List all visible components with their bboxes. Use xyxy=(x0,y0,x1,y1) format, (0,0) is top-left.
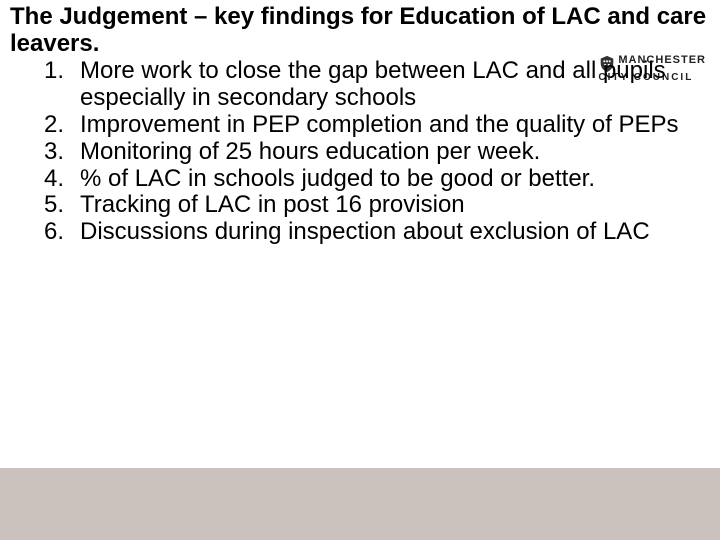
finding-number: 4. xyxy=(34,166,64,193)
footer-band xyxy=(0,468,720,540)
finding-item: 3. Monitoring of 25 hours education per w… xyxy=(34,139,700,166)
finding-item: 6. Discussions during inspection about ex… xyxy=(34,219,700,246)
finding-number: 1. xyxy=(34,58,64,85)
finding-text: Tracking of LAC in post 16 provision xyxy=(80,191,465,218)
finding-item: 2. Improvement in PEP completion and the … xyxy=(34,112,700,139)
slide: MANCHESTER CITY COUNCIL The Judgement – … xyxy=(0,0,720,540)
finding-item: 1. More work to close the gap between LAC… xyxy=(34,58,700,112)
finding-number: 5. xyxy=(34,192,64,219)
finding-text: % of LAC in schools judged to be good or… xyxy=(80,165,595,192)
finding-text: Discussions during inspection about excl… xyxy=(80,218,650,245)
findings-list: 1. More work to close the gap between LAC… xyxy=(34,58,700,246)
finding-text: More work to close the gap between LAC a… xyxy=(80,57,666,111)
slide-title: The Judgement – key findings for Educati… xyxy=(10,4,710,58)
finding-number: 3. xyxy=(34,139,64,166)
finding-text: Monitoring of 25 hours education per wee… xyxy=(80,138,540,165)
finding-item: 5. Tracking of LAC in post 16 provision xyxy=(34,192,700,219)
finding-number: 2. xyxy=(34,112,64,139)
finding-item: 4. % of LAC in schools judged to be good … xyxy=(34,166,700,193)
finding-text: Improvement in PEP completion and the qu… xyxy=(80,111,679,138)
finding-number: 6. xyxy=(34,219,64,246)
